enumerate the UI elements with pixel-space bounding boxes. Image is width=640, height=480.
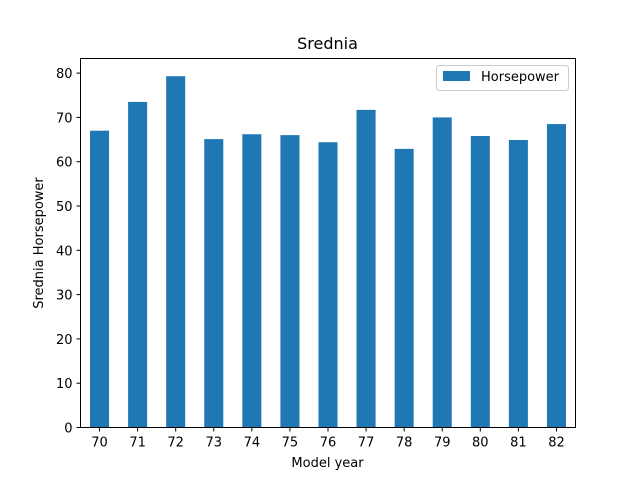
x-axis-label: Model year xyxy=(291,456,364,471)
x-tick-label: 73 xyxy=(205,436,222,451)
bar-72 xyxy=(166,76,186,428)
y-axis-label: Srednia Horsepower xyxy=(32,177,47,309)
chart-title: Srednia xyxy=(297,34,358,53)
legend-label: Horsepower xyxy=(481,70,560,85)
x-tick-label: 77 xyxy=(358,436,375,451)
x-tick-label: 70 xyxy=(91,436,108,451)
bar-71 xyxy=(128,101,148,428)
y-tick-label: 60 xyxy=(56,156,73,171)
y-tick-label: 0 xyxy=(64,422,72,437)
y-tick-label: 20 xyxy=(56,333,73,348)
x-tick-label: 78 xyxy=(396,436,413,451)
y-tick-label: 70 xyxy=(56,111,73,126)
x-tick-label: 81 xyxy=(510,436,527,451)
plot-frame xyxy=(80,58,576,428)
x-axis-ticks: 70 71 72 73 74 75 76 77 78 79 80 81 82 xyxy=(91,427,565,451)
bar-73 xyxy=(204,139,224,428)
x-tick-label: 79 xyxy=(434,436,451,451)
x-tick-label: 75 xyxy=(282,436,299,451)
y-tick-label: 80 xyxy=(56,67,73,82)
legend-swatch xyxy=(443,71,470,81)
y-tick-label: 10 xyxy=(56,377,73,392)
bar-75 xyxy=(280,135,300,428)
bar-82 xyxy=(546,124,566,428)
x-tick-label: 76 xyxy=(320,436,337,451)
bar-76 xyxy=(318,142,338,428)
legend: Horsepower xyxy=(436,65,569,91)
x-tick-label: 71 xyxy=(129,436,146,451)
x-tick-label: 72 xyxy=(167,436,184,451)
bar-77 xyxy=(356,109,376,428)
bar-79 xyxy=(432,117,452,428)
y-axis-ticks: 0 10 20 30 40 50 60 70 80 xyxy=(56,67,81,437)
y-tick-label: 30 xyxy=(56,289,73,304)
bar-78 xyxy=(394,148,414,428)
y-tick-label: 50 xyxy=(56,200,73,215)
x-tick-label: 80 xyxy=(472,436,489,451)
bar-81 xyxy=(508,140,528,428)
bar-80 xyxy=(470,136,490,428)
bar-70 xyxy=(90,130,110,428)
bar-74 xyxy=(242,134,262,428)
bars-group xyxy=(90,76,566,428)
x-tick-label: 82 xyxy=(548,436,565,451)
y-tick-label: 40 xyxy=(56,244,73,259)
x-tick-label: 74 xyxy=(244,436,261,451)
